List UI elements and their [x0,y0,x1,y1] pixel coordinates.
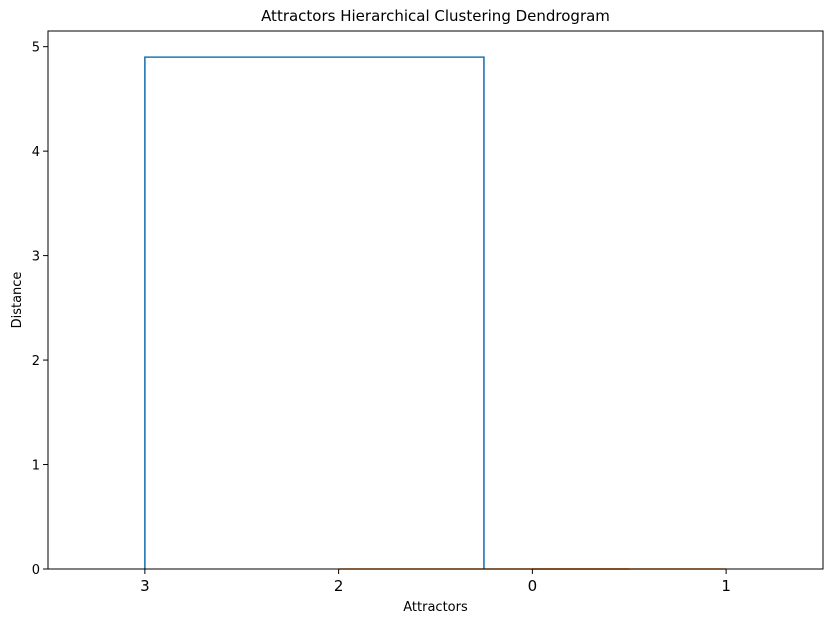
chart-title: Attractors Hierarchical Clustering Dendr… [261,7,610,25]
x-tick-label-1: 2 [334,577,344,595]
x-axis-label: Attractors [403,600,468,615]
plot-background [48,31,823,569]
x-tick-label-0: 3 [140,577,150,595]
y-tick-label-3: 3 [32,250,40,265]
y-axis-label: Distance [10,272,25,329]
y-tick-label-4: 4 [32,145,40,160]
y-tick-label-0: 0 [32,563,40,578]
ticks-layer: 0 1 2 3 4 5 3 2 0 1 [32,41,731,595]
dendrogram-link-2 [144,56,485,569]
y-tick-label-2: 2 [32,354,40,369]
plot-frame [47,30,824,570]
y-tick-label-1: 1 [32,459,40,474]
x-tick-label-2: 0 [528,577,538,595]
y-tick-label-5: 5 [32,41,40,56]
x-tick-label-3: 1 [721,577,731,595]
